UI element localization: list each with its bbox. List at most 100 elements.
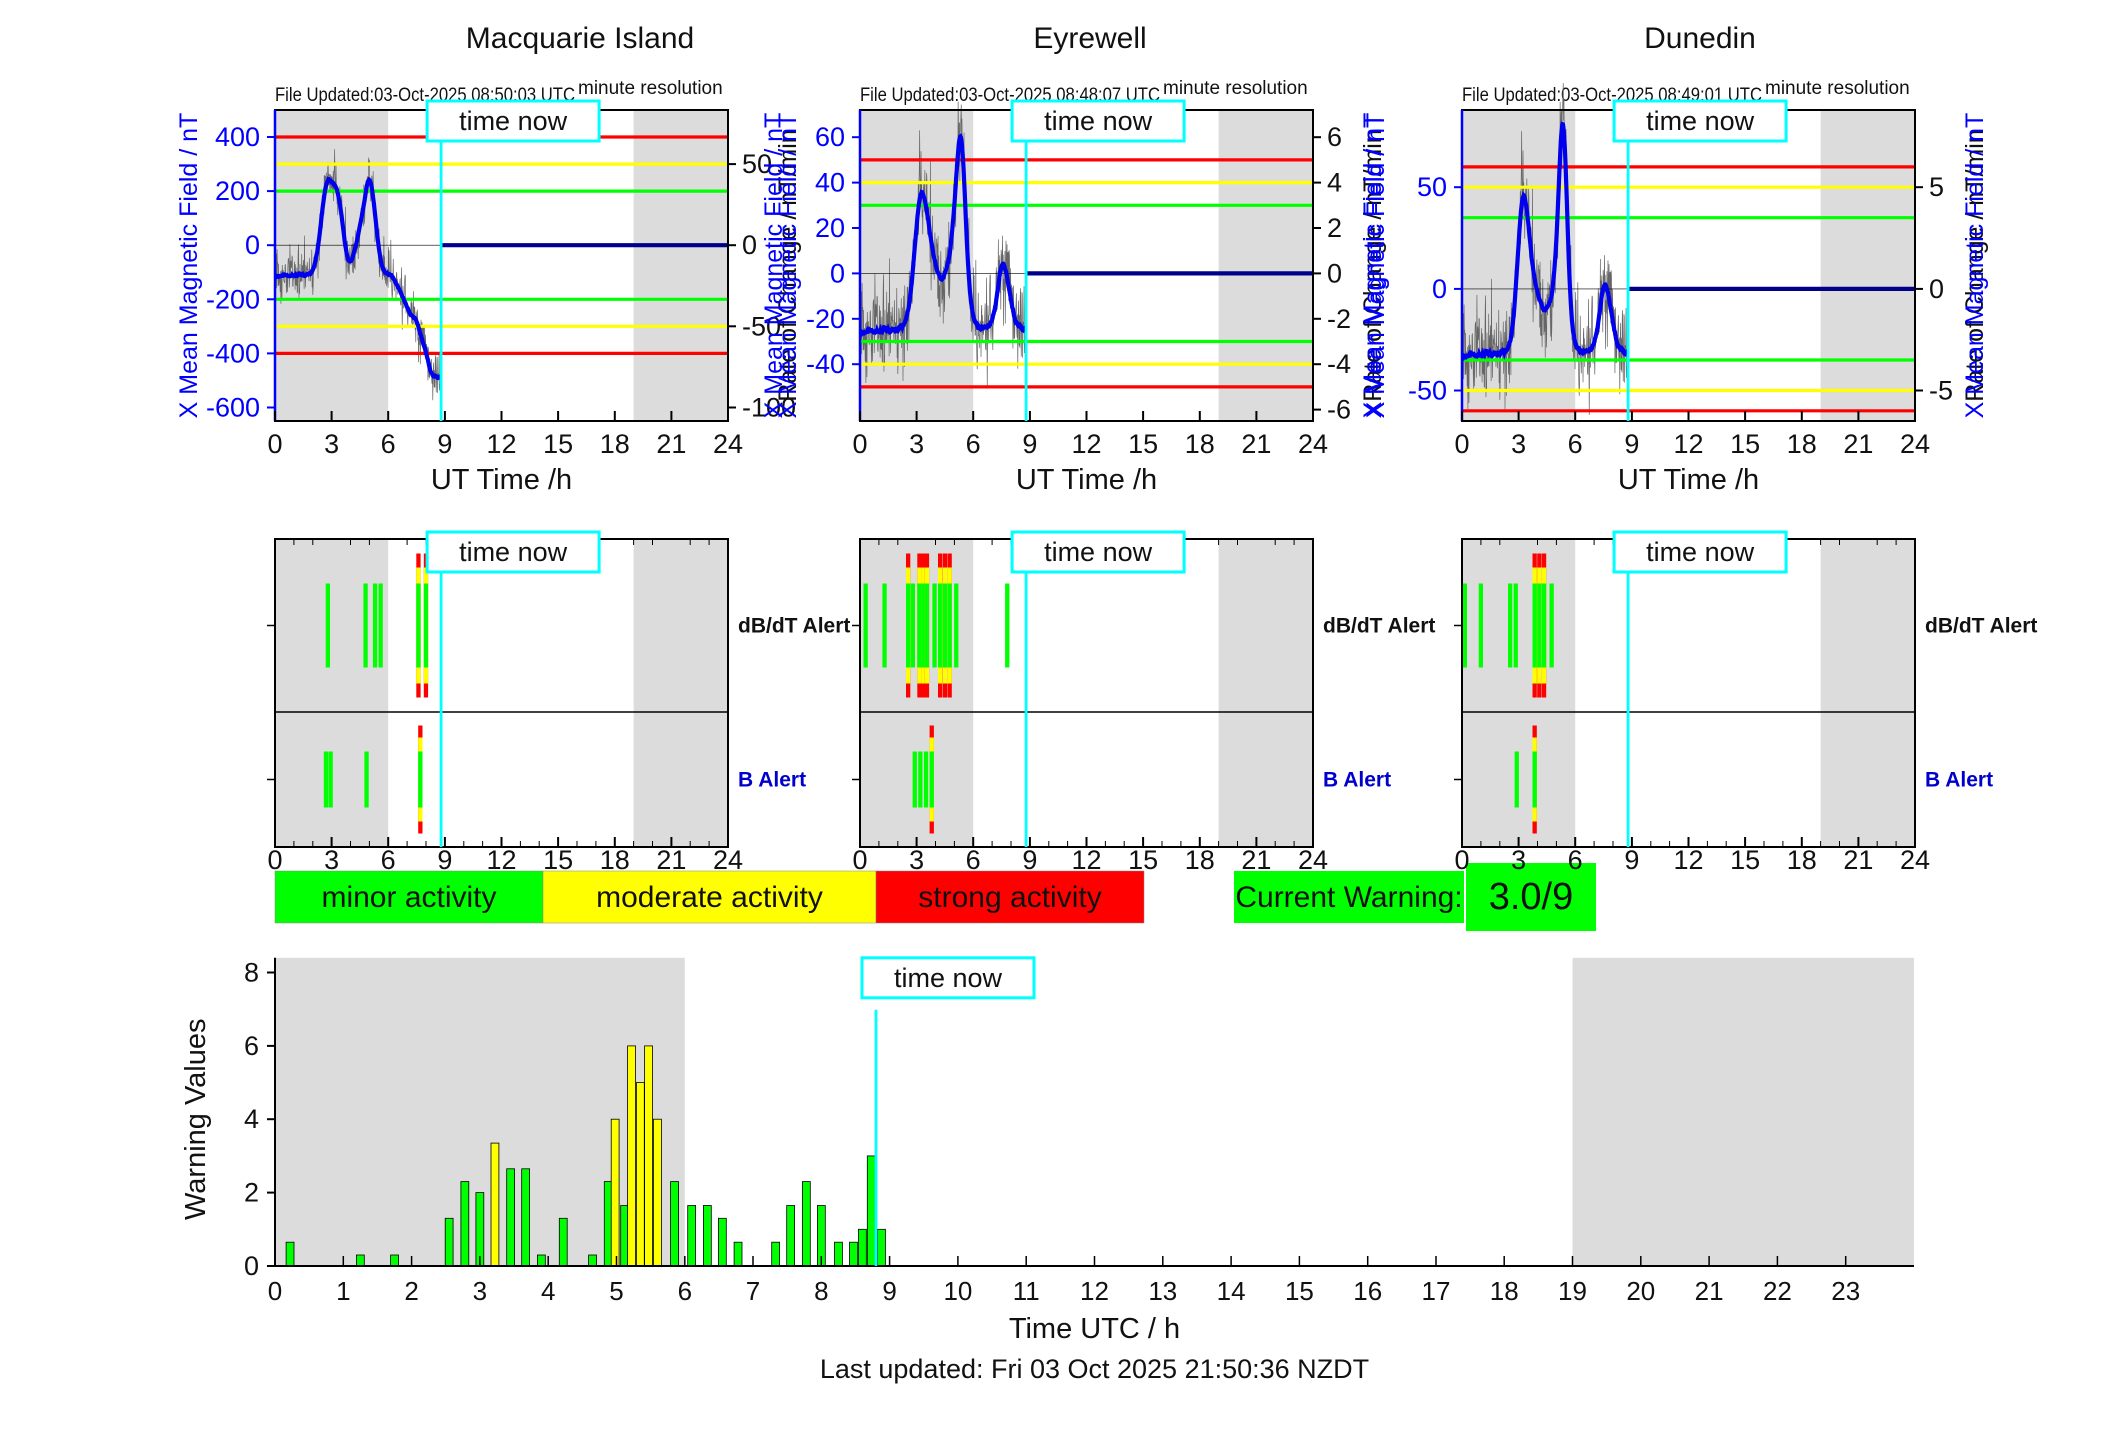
svg-text:-50: -50	[1408, 376, 1447, 406]
svg-text:minute resolution: minute resolution	[1163, 78, 1308, 99]
svg-text:-6: -6	[1327, 395, 1351, 425]
svg-text:0: 0	[852, 429, 867, 459]
svg-text:time now: time now	[459, 537, 568, 567]
svg-text:17: 17	[1422, 1276, 1451, 1306]
svg-text:UT Time /h: UT Time /h	[1016, 464, 1157, 496]
svg-text:4: 4	[541, 1276, 555, 1306]
svg-text:-2: -2	[1327, 304, 1351, 334]
svg-text:18: 18	[600, 429, 630, 459]
svg-text:X Mean Magnetic Field / nT: X Mean Magnetic Field / nT	[175, 113, 203, 419]
svg-text:12: 12	[486, 845, 516, 875]
svg-text:15: 15	[543, 845, 573, 875]
svg-text:60: 60	[815, 122, 845, 152]
svg-text:0: 0	[1454, 429, 1469, 459]
svg-text:0: 0	[1929, 274, 1944, 304]
svg-text:8: 8	[814, 1276, 828, 1306]
svg-text:50: 50	[1417, 172, 1447, 202]
svg-text:6: 6	[1568, 845, 1583, 875]
svg-text:3: 3	[324, 429, 339, 459]
svg-text:moderate activity: moderate activity	[596, 881, 823, 914]
svg-text:-5: -5	[1929, 376, 1953, 406]
svg-text:19: 19	[1558, 1276, 1587, 1306]
svg-text:9: 9	[1022, 845, 1037, 875]
svg-text:dB/dT Alert: dB/dT Alert	[738, 615, 850, 638]
svg-text:Eyrewell: Eyrewell	[1033, 22, 1146, 55]
svg-text:0: 0	[830, 258, 845, 288]
svg-text:12: 12	[1071, 845, 1101, 875]
svg-text:dB/dT Alert: dB/dT Alert	[1925, 615, 2037, 638]
svg-text:12: 12	[1673, 845, 1703, 875]
svg-text:400: 400	[215, 122, 260, 152]
svg-text:4: 4	[1327, 168, 1342, 198]
svg-text:0: 0	[1327, 258, 1342, 288]
svg-text:2: 2	[1327, 213, 1342, 243]
svg-text:21: 21	[656, 429, 686, 459]
svg-text:15: 15	[1128, 845, 1158, 875]
svg-text:6: 6	[678, 1276, 692, 1306]
svg-text:2: 2	[244, 1178, 259, 1208]
svg-text:0: 0	[1454, 845, 1469, 875]
svg-text:21: 21	[1843, 845, 1873, 875]
svg-text:21: 21	[1695, 1276, 1724, 1306]
svg-text:B Alert: B Alert	[1925, 769, 1993, 792]
svg-text:0: 0	[852, 845, 867, 875]
svg-text:11: 11	[1013, 1276, 1040, 1306]
svg-text:9: 9	[437, 429, 452, 459]
svg-text:18: 18	[1185, 429, 1215, 459]
svg-text:23: 23	[1831, 1276, 1860, 1306]
svg-text:Current Warning:: Current Warning:	[1235, 881, 1462, 914]
svg-text:3: 3	[909, 845, 924, 875]
svg-text:0: 0	[267, 429, 282, 459]
svg-text:9: 9	[437, 845, 452, 875]
svg-text:X Mean Magnetic Field / nT: X Mean Magnetic Field / nT	[760, 113, 788, 419]
svg-text:15: 15	[1730, 429, 1760, 459]
svg-text:200: 200	[215, 176, 260, 206]
svg-text:21: 21	[1241, 429, 1271, 459]
svg-text:0: 0	[1432, 274, 1447, 304]
svg-text:15: 15	[543, 429, 573, 459]
svg-text:-200: -200	[206, 284, 260, 314]
svg-text:0: 0	[245, 230, 260, 260]
svg-text:B Alert: B Alert	[1323, 769, 1391, 792]
svg-text:18: 18	[1185, 845, 1215, 875]
svg-text:Dunedin: Dunedin	[1644, 22, 1756, 55]
svg-text:-400: -400	[206, 338, 260, 368]
svg-text:Time UTC / h: Time UTC / h	[1009, 1313, 1180, 1345]
svg-text:9: 9	[882, 1276, 896, 1306]
svg-text:9: 9	[1624, 845, 1639, 875]
svg-text:18: 18	[600, 845, 630, 875]
svg-text:20: 20	[1626, 1276, 1655, 1306]
svg-text:8: 8	[244, 958, 259, 988]
svg-text:-4: -4	[1327, 349, 1351, 379]
svg-text:UT Time /h: UT Time /h	[431, 464, 572, 496]
svg-text:3.0/9: 3.0/9	[1489, 876, 1574, 918]
svg-text:22: 22	[1763, 1276, 1792, 1306]
svg-text:20: 20	[815, 213, 845, 243]
svg-text:3: 3	[473, 1276, 487, 1306]
svg-text:time now: time now	[894, 963, 1003, 993]
svg-text:18: 18	[1787, 845, 1817, 875]
svg-text:24: 24	[713, 429, 743, 459]
svg-text:6: 6	[381, 845, 396, 875]
svg-text:0: 0	[268, 1276, 282, 1306]
svg-text:dB/dT Alert: dB/dT Alert	[1323, 615, 1435, 638]
svg-text:10: 10	[943, 1276, 972, 1306]
svg-text:time now: time now	[1646, 106, 1755, 136]
svg-text:5: 5	[1929, 172, 1944, 202]
svg-text:6: 6	[1327, 122, 1342, 152]
svg-text:12: 12	[1071, 429, 1101, 459]
svg-text:3: 3	[1511, 429, 1526, 459]
svg-text:6: 6	[244, 1031, 259, 1061]
svg-text:12: 12	[486, 429, 516, 459]
svg-text:12: 12	[1080, 1276, 1109, 1306]
svg-text:40: 40	[815, 168, 845, 198]
svg-text:13: 13	[1148, 1276, 1177, 1306]
svg-text:1: 1	[336, 1276, 350, 1306]
svg-text:time now: time now	[1646, 537, 1755, 567]
svg-text:3: 3	[324, 845, 339, 875]
svg-text:12: 12	[1673, 429, 1703, 459]
svg-text:15: 15	[1128, 429, 1158, 459]
svg-text:X Mean Magnetic Field / nT: X Mean Magnetic Field / nT	[1362, 113, 1390, 419]
svg-text:Warning Values: Warning Values	[180, 1019, 212, 1221]
svg-text:strong activity: strong activity	[918, 881, 1101, 914]
